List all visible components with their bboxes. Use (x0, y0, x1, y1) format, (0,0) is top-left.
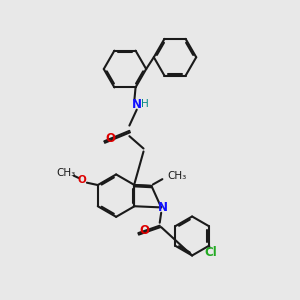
Text: CH₃: CH₃ (57, 168, 76, 178)
Text: O: O (77, 175, 86, 185)
Text: Cl: Cl (204, 246, 217, 259)
Text: N: N (158, 201, 168, 214)
Text: N: N (132, 98, 142, 111)
Text: H: H (141, 99, 149, 109)
Text: O: O (105, 132, 115, 145)
Text: O: O (140, 224, 149, 238)
Text: CH₃: CH₃ (168, 171, 187, 181)
